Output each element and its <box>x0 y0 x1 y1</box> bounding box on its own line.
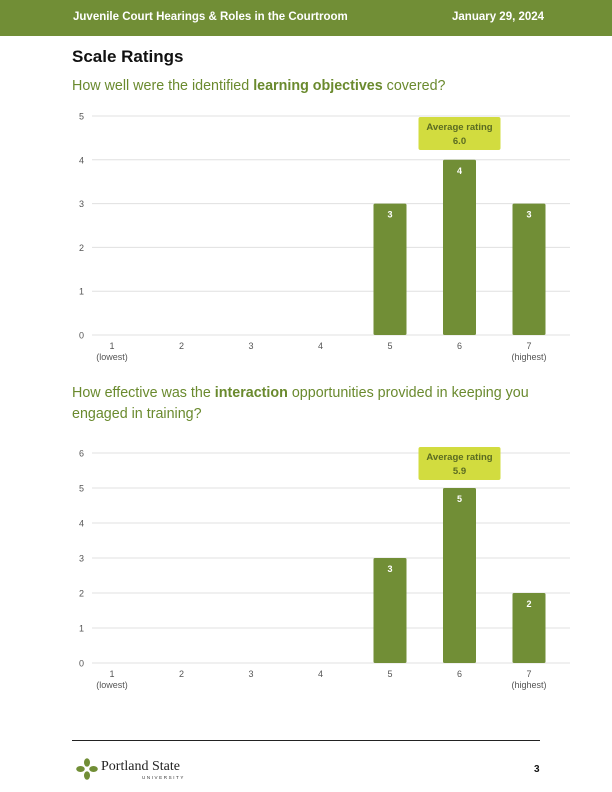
y-tick-label: 3 <box>79 554 84 564</box>
y-tick-label: 2 <box>79 243 84 253</box>
bar-data-label: 2 <box>526 599 531 609</box>
y-tick-label: 5 <box>79 484 84 494</box>
x-tick-label: 4 <box>318 669 323 679</box>
x-tick-label: 1 <box>109 341 114 351</box>
x-tick-sublabel: (lowest) <box>96 352 128 362</box>
question-1-text-before: How well were the identified <box>72 78 254 94</box>
bar-data-label: 3 <box>387 564 392 574</box>
y-tick-label: 5 <box>79 112 84 122</box>
x-tick-sublabel: (lowest) <box>96 680 128 690</box>
x-tick-label: 3 <box>248 669 253 679</box>
bar <box>373 558 407 663</box>
x-tick-label: 2 <box>179 341 184 351</box>
x-tick-label: 1 <box>109 669 114 679</box>
bar <box>443 488 476 663</box>
header-title: Juvenile Court Hearings & Roles in the C… <box>73 11 348 23</box>
question-2-text-before: How effective was the <box>72 385 215 401</box>
x-tick-sublabel: (highest) <box>511 680 546 690</box>
bar-data-label: 5 <box>457 494 462 504</box>
x-tick-sublabel: (highest) <box>511 352 546 362</box>
x-tick-label: 5 <box>387 341 392 351</box>
average-rating-value: 5.9 <box>453 466 466 477</box>
y-tick-label: 6 <box>79 449 84 459</box>
header-date: January 29, 2024 <box>452 11 545 23</box>
x-tick-label: 6 <box>457 341 462 351</box>
y-tick-label: 0 <box>79 659 84 669</box>
bar-data-label: 3 <box>387 210 392 220</box>
question-1-emphasis: learning objectives <box>253 78 383 94</box>
average-rating-value: 6.0 <box>453 136 466 147</box>
section-title: Scale Ratings <box>72 47 184 66</box>
question-1-text-after: covered? <box>382 78 446 94</box>
question-2-text-after: opportunities provided in keeping you en… <box>72 385 529 422</box>
question-2-emphasis: interaction <box>214 385 288 401</box>
x-tick-label: 7 <box>526 669 531 679</box>
y-tick-label: 0 <box>79 331 84 341</box>
x-tick-label: 5 <box>387 669 392 679</box>
logo-name: Portland State <box>101 759 180 774</box>
y-tick-label: 3 <box>79 199 84 209</box>
average-rating-label: Average rating <box>426 452 492 463</box>
bar <box>443 159 476 335</box>
average-rating-label: Average rating <box>426 122 492 133</box>
x-tick-label: 2 <box>179 669 184 679</box>
bar <box>512 593 546 663</box>
average-rating-badge <box>418 117 501 150</box>
page-number: 3 <box>534 764 540 775</box>
x-tick-label: 7 <box>526 341 531 351</box>
x-tick-label: 6 <box>457 669 462 679</box>
bar <box>512 203 546 335</box>
question-1: How well were the identified learning ob… <box>72 76 542 97</box>
y-tick-label: 4 <box>79 519 84 529</box>
x-tick-label: 3 <box>248 341 253 351</box>
header-bar: Juvenile Court Hearings & Roles in the C… <box>0 0 612 36</box>
average-rating-badge <box>418 447 501 480</box>
bar <box>373 203 407 335</box>
x-tick-label: 4 <box>318 341 323 351</box>
y-tick-label: 4 <box>79 155 84 165</box>
logo-subtitle: UNIVERSITY <box>142 775 186 780</box>
y-tick-label: 2 <box>79 589 84 599</box>
y-tick-label: 1 <box>79 287 84 297</box>
y-tick-label: 1 <box>79 624 84 634</box>
university-logo: Portland State UNIVERSITY <box>76 757 216 783</box>
bar-data-label: 4 <box>457 166 462 176</box>
portland-state-leaf-icon <box>76 758 98 780</box>
question-2: How effective was the interaction opport… <box>72 383 542 425</box>
footer-divider <box>72 740 540 741</box>
bar-data-label: 3 <box>526 210 531 220</box>
